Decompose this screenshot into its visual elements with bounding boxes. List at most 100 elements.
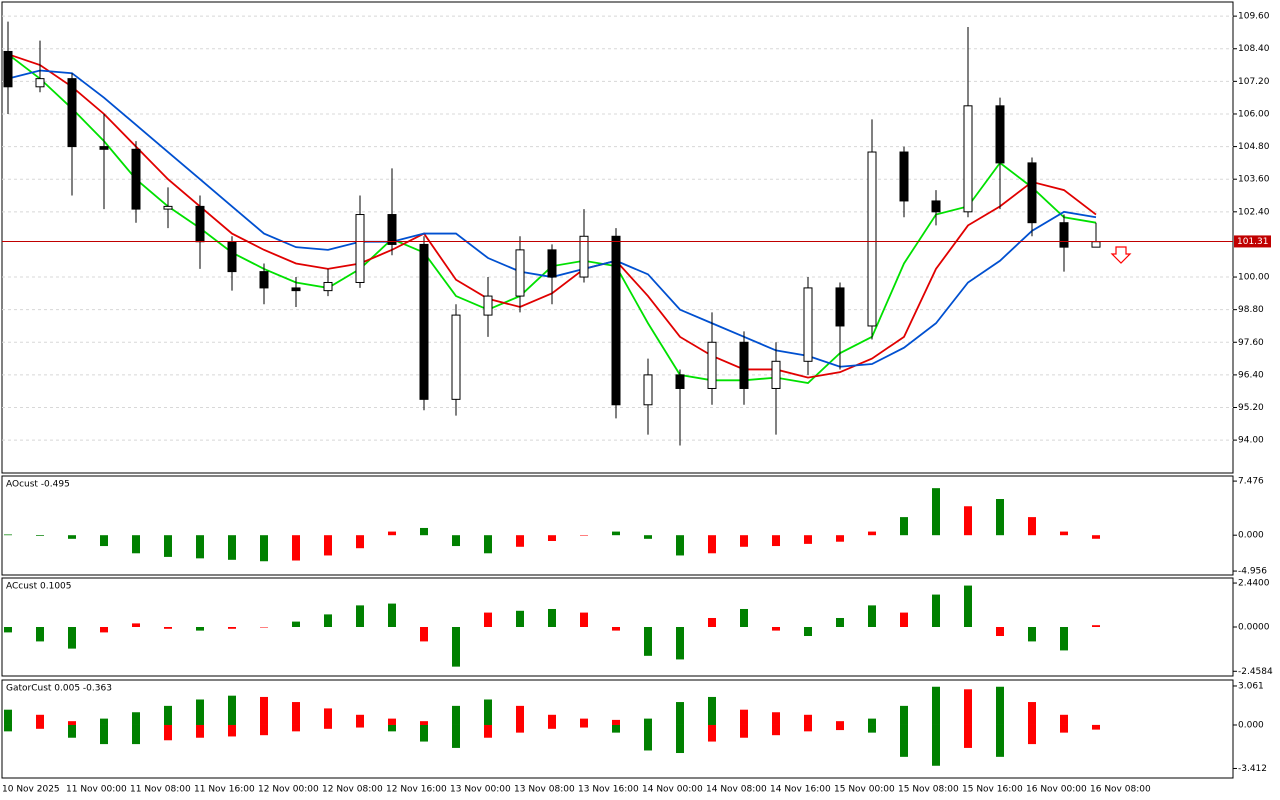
- x-tick-label: 15 Nov 08:00: [898, 785, 959, 795]
- x-tick-label: 10 Nov 2025: [2, 785, 60, 795]
- histogram-bar: [644, 724, 652, 751]
- histogram-bar: [100, 535, 108, 547]
- candle-body: [355, 214, 365, 283]
- histogram-bar: [996, 686, 1004, 725]
- histogram-bar: [1092, 535, 1100, 539]
- histogram-bar: [100, 627, 108, 633]
- histogram-bar: [964, 689, 972, 725]
- candle-body: [323, 281, 333, 292]
- histogram-bar: [804, 535, 812, 544]
- histogram-bar: [740, 608, 748, 627]
- histogram-bar: [196, 724, 204, 738]
- histogram-bar: [772, 627, 780, 631]
- candle-body: [195, 205, 205, 243]
- y-tick-label: 7.476: [1238, 477, 1264, 487]
- candle-body: [931, 200, 941, 213]
- histogram-bar: [516, 724, 524, 733]
- histogram-bar: [964, 724, 972, 748]
- histogram-bar: [164, 724, 172, 741]
- histogram-bar: [132, 623, 140, 627]
- x-tick-label: 11 Nov 08:00: [130, 785, 191, 795]
- histogram-bar: [68, 535, 76, 539]
- histogram-bar: [740, 709, 748, 725]
- histogram-bar: [36, 724, 44, 729]
- y-tick-label: 96.40: [1238, 370, 1264, 380]
- histogram-bar: [580, 724, 588, 728]
- histogram-bar: [932, 594, 940, 627]
- y-tick-label: 107.20: [1238, 77, 1270, 87]
- histogram-bar: [1060, 627, 1068, 651]
- histogram-bar: [804, 714, 812, 725]
- y-tick-label: 0.000: [1238, 720, 1264, 730]
- candle-body: [1059, 222, 1069, 248]
- x-tick-label: 13 Nov 16:00: [578, 785, 639, 795]
- moving-average-line: [7, 53, 1097, 379]
- histogram-bar: [484, 535, 492, 554]
- histogram-bar: [932, 724, 940, 766]
- histogram-bar: [900, 705, 908, 725]
- histogram-bar: [740, 724, 748, 738]
- y-tick-label: 0.000: [1238, 531, 1264, 541]
- moving-average-line: [7, 53, 1097, 385]
- current-price-label: 101.31: [1237, 237, 1269, 247]
- histogram-bar: [868, 724, 876, 733]
- histogram-bar: [708, 696, 716, 725]
- histogram-bar: [164, 627, 172, 629]
- histogram-bar: [196, 699, 204, 725]
- histogram-bar: [452, 724, 460, 748]
- candle-body: [451, 314, 461, 400]
- histogram-bar: [324, 535, 332, 556]
- histogram-bar: [68, 627, 76, 649]
- histogram-bar: [1060, 531, 1068, 536]
- histogram-bar: [4, 627, 12, 633]
- y-tick-label: -4.956: [1238, 567, 1267, 577]
- histogram-bar: [548, 535, 556, 541]
- histogram-bar: [36, 627, 44, 642]
- x-tick-label: 12 Nov 16:00: [386, 785, 447, 795]
- histogram-bar: [708, 617, 716, 627]
- y-tick-label: 103.60: [1238, 175, 1270, 185]
- histogram-bar: [996, 724, 1004, 757]
- x-tick-label: 16 Nov 08:00: [1090, 785, 1151, 795]
- histogram-bar: [580, 535, 588, 536]
- candle-body: [259, 271, 269, 289]
- histogram-bar: [4, 724, 12, 732]
- histogram-bar: [228, 627, 236, 629]
- histogram-bar: [1060, 714, 1068, 725]
- histogram-bar: [740, 535, 748, 547]
- histogram-bar: [548, 724, 556, 729]
- histogram-bar: [1028, 517, 1036, 536]
- histogram-bar: [4, 709, 12, 725]
- histogram-bar: [548, 714, 556, 725]
- histogram-bar: [996, 499, 1004, 536]
- histogram-bar: [1028, 627, 1036, 642]
- histogram-bar: [580, 612, 588, 627]
- histogram-bar: [324, 724, 332, 729]
- histogram-bar: [644, 627, 652, 656]
- candle-body: [35, 78, 45, 88]
- y-tick-label: 2.4400: [1238, 579, 1270, 589]
- histogram-bar: [324, 614, 332, 627]
- histogram-bar: [292, 535, 300, 561]
- candle-body: [67, 78, 77, 148]
- x-tick-label: 14 Nov 00:00: [642, 785, 703, 795]
- histogram-bar: [676, 535, 684, 556]
- histogram-bar: [100, 718, 108, 725]
- panel-frame: [1, 1, 1234, 474]
- candle-body: [1027, 162, 1037, 224]
- histogram-bar: [1092, 625, 1100, 627]
- histogram-bar: [836, 724, 844, 731]
- histogram-bar: [420, 527, 428, 536]
- histogram-bar: [100, 724, 108, 745]
- candle-body: [867, 151, 877, 327]
- histogram-bar: [868, 531, 876, 536]
- sell-signal-arrow: [1110, 246, 1132, 264]
- x-tick-label: 16 Nov 00:00: [1026, 785, 1087, 795]
- y-tick-label: 0.0000: [1238, 623, 1270, 633]
- indicator-label: GatorCust 0.005 -0.363: [6, 684, 112, 694]
- histogram-bar: [356, 724, 364, 728]
- histogram-bar: [644, 718, 652, 725]
- histogram-bar: [484, 724, 492, 738]
